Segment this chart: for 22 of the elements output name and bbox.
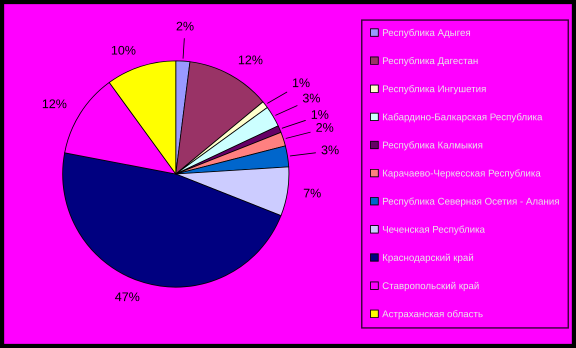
- data-label: 1%: [312, 110, 328, 119]
- legend-label: Республика Адыгея: [382, 28, 470, 38]
- data-label: 3%: [302, 94, 320, 102]
- data-label: 2%: [176, 22, 194, 31]
- legend-label: Республика Дагестан: [382, 56, 478, 66]
- data-label: 7%: [304, 188, 321, 198]
- data-label: 10%: [112, 46, 136, 55]
- legend-label: Республика Северная Осетия - Алания: [382, 197, 559, 207]
- data-label: 2%: [316, 123, 334, 132]
- data-label: 3%: [322, 145, 339, 154]
- legend-label: Астраханская область: [382, 310, 483, 320]
- legend-label: Кабардино-Балкарская Республика: [382, 113, 542, 122]
- legend-label: Карачаево-Черкесская Республика: [382, 169, 541, 178]
- legend-label: Краснодарский край: [382, 254, 474, 263]
- legend-label: Республика Ингушетия: [382, 85, 486, 94]
- data-label: 12%: [238, 55, 262, 64]
- legend-label: Ставропольский край: [382, 282, 479, 292]
- legend-label: Чеченская Республика: [382, 226, 485, 235]
- data-label: 1%: [292, 78, 310, 88]
- legend-label: Республика Калмыкия: [382, 141, 482, 150]
- data-label: 47%: [115, 292, 140, 302]
- data-label: 12%: [42, 99, 66, 108]
